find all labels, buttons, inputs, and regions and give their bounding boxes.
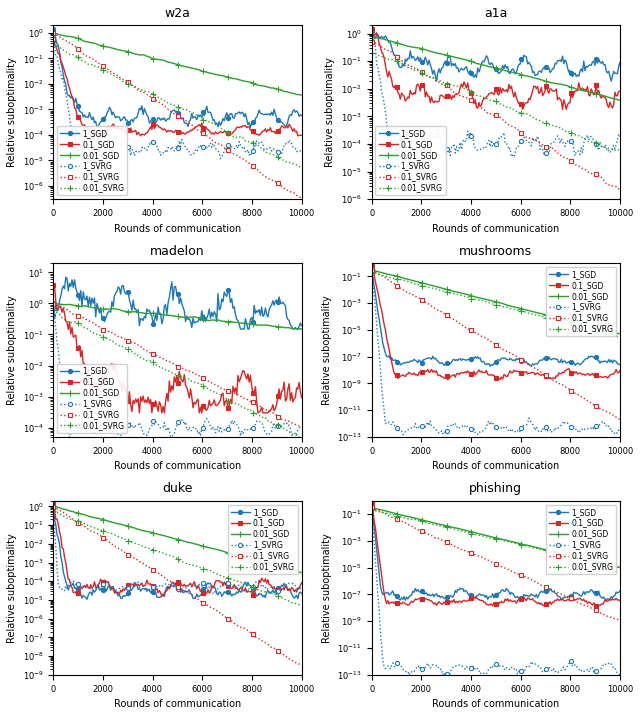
X-axis label: Rounds of communication: Rounds of communication xyxy=(432,699,559,709)
Legend: 1_SGD, 0.1_SGD, 0.01_SGD, 1_SVRG, 0.1_SVRG, 0.01_SVRG: 1_SGD, 0.1_SGD, 0.01_SGD, 1_SVRG, 0.1_SV… xyxy=(57,126,127,195)
X-axis label: Rounds of communication: Rounds of communication xyxy=(432,461,559,471)
Title: phishing: phishing xyxy=(469,483,522,495)
Title: madelon: madelon xyxy=(150,245,205,258)
Title: a1a: a1a xyxy=(484,7,508,20)
Y-axis label: Relative suboptimality: Relative suboptimality xyxy=(7,533,17,643)
Legend: 1_SGD, 0.1_SGD, 0.01_SGD, 1_SVRG, 0.1_SVRG, 0.01_SVRG: 1_SGD, 0.1_SGD, 0.01_SGD, 1_SVRG, 0.1_SV… xyxy=(546,505,616,574)
Legend: 1_SGD, 0.1_SGD, 0.01_SGD, 1_SVRG, 0.1_SVRG, 0.01_SVRG: 1_SGD, 0.1_SGD, 0.01_SGD, 1_SVRG, 0.1_SV… xyxy=(376,126,445,195)
Title: mushrooms: mushrooms xyxy=(460,245,532,258)
X-axis label: Rounds of communication: Rounds of communication xyxy=(114,223,241,233)
Legend: 1_SGD, 0.1_SGD, 0.01_SGD, 1_SVRG, 0.1_SVRG, 0.01_SVRG: 1_SGD, 0.1_SGD, 0.01_SGD, 1_SVRG, 0.1_SV… xyxy=(227,505,298,574)
Title: duke: duke xyxy=(163,483,193,495)
Y-axis label: Relative suboptimality: Relative suboptimality xyxy=(7,295,17,405)
Legend: 1_SGD, 0.1_SGD, 0.01_SGD, 1_SVRG, 0.1_SVRG, 0.01_SVRG: 1_SGD, 0.1_SGD, 0.01_SGD, 1_SVRG, 0.1_SV… xyxy=(57,364,127,433)
Title: w2a: w2a xyxy=(164,7,190,20)
X-axis label: Rounds of communication: Rounds of communication xyxy=(114,461,241,471)
X-axis label: Rounds of communication: Rounds of communication xyxy=(432,223,559,233)
Y-axis label: Relative suboptimality: Relative suboptimality xyxy=(325,57,335,167)
Y-axis label: Relative suboptimality: Relative suboptimality xyxy=(322,533,332,643)
Legend: 1_SGD, 0.1_SGD, 0.01_SGD, 1_SVRG, 0.1_SVRG, 0.01_SVRG: 1_SGD, 0.1_SGD, 0.01_SGD, 1_SVRG, 0.1_SV… xyxy=(546,267,616,337)
Y-axis label: Relative suboptimality: Relative suboptimality xyxy=(7,57,17,167)
X-axis label: Rounds of communication: Rounds of communication xyxy=(114,699,241,709)
Y-axis label: Relative suboptimality: Relative suboptimality xyxy=(322,295,332,405)
